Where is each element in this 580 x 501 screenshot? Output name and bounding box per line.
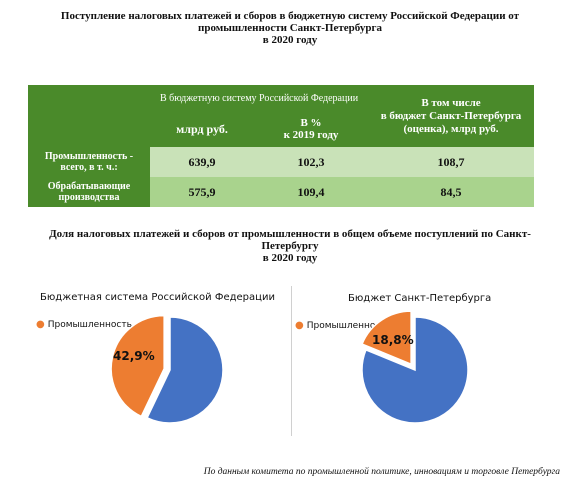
main-title: Поступление налоговых платежей и сборов … — [30, 10, 550, 46]
pie-chart-rf — [110, 314, 224, 424]
share-title-line-1: Доля налоговых платежей и сборов от пром… — [49, 228, 531, 240]
cell-manufacturing-spb: 84,5 — [368, 177, 534, 207]
cell-manufacturing-bn: 575,9 — [150, 177, 254, 207]
tax-table: В бюджетную систему Российской Федерации… — [28, 85, 534, 207]
legend-marker-icon: ● — [295, 320, 304, 331]
pie-chart-spb — [361, 310, 469, 424]
pie-rf-industry-label: 42,9% — [113, 349, 155, 363]
header-bn-rub: млрд руб. — [150, 111, 254, 147]
header-spb-budget: В том числе в бюджет Санкт-Петербурга (о… — [368, 85, 534, 147]
pie-title-rf: Бюджетная система Российской Федерации — [40, 292, 275, 303]
pie-rf-slice-other — [146, 316, 224, 424]
pie-divider — [291, 286, 292, 436]
main-title-line-3: в 2020 году — [262, 34, 318, 46]
pie-legend-rf-label: Промышленность — [47, 320, 132, 330]
table-corner-cell — [28, 85, 150, 147]
legend-marker-icon: ● — [36, 319, 45, 330]
main-title-line-1: Поступление налоговых платежей и сборов … — [60, 10, 520, 22]
main-title-line-2: промышленности Санкт-Петербурга — [198, 22, 382, 34]
cell-industry-bn: 639,9 — [150, 147, 254, 177]
pie-legend-spb-label: Промышленность — [306, 321, 391, 331]
share-title-line-3: в 2020 году — [262, 252, 318, 264]
share-title-line-2: Петербургу — [261, 240, 319, 252]
share-title: Доля налоговых платежей и сборов от пром… — [30, 228, 550, 264]
pie-title-spb: Бюджет Санкт-Петербурга — [348, 293, 492, 304]
header-budget-system: В бюджетную систему Российской Федерации — [150, 85, 368, 111]
pie-rf-slice-industry — [110, 314, 165, 418]
header-percent-2019: В % к 2019 году — [254, 111, 368, 147]
source-footnote: По данным комитета по промышленной полит… — [203, 467, 560, 477]
pie-spb-slice-other — [361, 316, 469, 424]
cell-industry-spb: 108,7 — [368, 147, 534, 177]
pie-spb-slice-industry — [361, 310, 412, 366]
pie-spb-industry-label: 18,8% — [372, 333, 414, 347]
pie-legend-spb: ● Промышленность — [295, 320, 391, 331]
pie-legend-rf: ● Промышленность — [36, 319, 132, 330]
cell-industry-pct: 102,3 — [254, 147, 368, 177]
row-label-manufacturing: Обрабатывающие производства — [28, 177, 150, 207]
cell-manufacturing-pct: 109,4 — [254, 177, 368, 207]
row-label-industry-total: Промышленность - всего, в т. ч.: — [28, 147, 150, 177]
